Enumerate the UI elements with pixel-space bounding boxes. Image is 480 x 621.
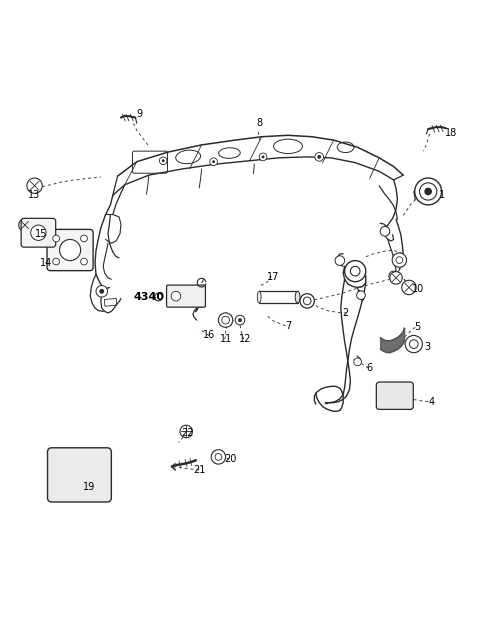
Circle shape: [53, 235, 60, 242]
Circle shape: [315, 153, 324, 161]
FancyBboxPatch shape: [47, 229, 93, 271]
Text: 14: 14: [39, 258, 52, 268]
Circle shape: [210, 158, 217, 166]
Circle shape: [212, 160, 215, 163]
Circle shape: [259, 153, 267, 161]
Text: 4340: 4340: [133, 292, 164, 302]
Circle shape: [402, 280, 416, 294]
Circle shape: [396, 256, 403, 263]
Circle shape: [303, 297, 311, 305]
Text: 15: 15: [35, 229, 47, 238]
Circle shape: [162, 160, 165, 162]
Circle shape: [262, 155, 264, 158]
Circle shape: [357, 291, 365, 299]
Circle shape: [81, 235, 87, 242]
Text: 4: 4: [429, 397, 435, 407]
Circle shape: [420, 183, 437, 200]
Text: 8: 8: [256, 118, 262, 129]
Circle shape: [300, 294, 314, 308]
Text: 7: 7: [285, 321, 291, 331]
Text: 20: 20: [224, 455, 237, 465]
Text: 22: 22: [181, 428, 193, 438]
Circle shape: [335, 256, 345, 265]
Circle shape: [345, 261, 366, 282]
Text: 11: 11: [219, 334, 232, 344]
Text: 19: 19: [83, 482, 95, 492]
Text: 1: 1: [439, 190, 444, 201]
Circle shape: [171, 291, 181, 301]
Circle shape: [215, 453, 222, 460]
Text: 6: 6: [367, 363, 372, 373]
Text: 16: 16: [203, 330, 215, 340]
Circle shape: [180, 425, 192, 438]
Circle shape: [159, 157, 167, 165]
Circle shape: [218, 313, 233, 327]
Text: 21: 21: [193, 465, 205, 475]
Circle shape: [380, 227, 390, 236]
Text: 17: 17: [267, 272, 280, 282]
Circle shape: [81, 258, 87, 265]
Circle shape: [405, 335, 422, 353]
Circle shape: [211, 450, 226, 464]
Circle shape: [53, 258, 60, 265]
Circle shape: [424, 188, 432, 195]
Circle shape: [390, 271, 402, 284]
Circle shape: [235, 315, 245, 325]
Circle shape: [99, 289, 104, 294]
Text: 2: 2: [342, 308, 349, 318]
Circle shape: [415, 178, 442, 205]
Circle shape: [392, 253, 407, 267]
Circle shape: [31, 225, 46, 240]
Bar: [104, 299, 117, 306]
Text: 13: 13: [27, 190, 40, 201]
Circle shape: [27, 178, 42, 193]
FancyBboxPatch shape: [48, 448, 111, 502]
Circle shape: [222, 316, 229, 324]
Text: 10: 10: [411, 284, 424, 294]
Circle shape: [354, 358, 361, 366]
Circle shape: [60, 240, 81, 261]
Circle shape: [350, 266, 360, 276]
Text: 18: 18: [445, 128, 457, 138]
Circle shape: [317, 155, 321, 159]
Ellipse shape: [295, 291, 300, 303]
FancyBboxPatch shape: [167, 285, 205, 307]
FancyBboxPatch shape: [21, 219, 56, 247]
FancyBboxPatch shape: [376, 382, 413, 409]
Text: 12: 12: [239, 334, 251, 344]
Text: 5: 5: [414, 322, 421, 332]
Circle shape: [409, 340, 418, 348]
Circle shape: [96, 286, 108, 297]
Circle shape: [238, 318, 242, 322]
Circle shape: [19, 219, 31, 231]
Text: 3: 3: [424, 342, 430, 351]
Text: 9: 9: [136, 109, 142, 119]
Circle shape: [389, 271, 398, 281]
Ellipse shape: [257, 291, 261, 303]
